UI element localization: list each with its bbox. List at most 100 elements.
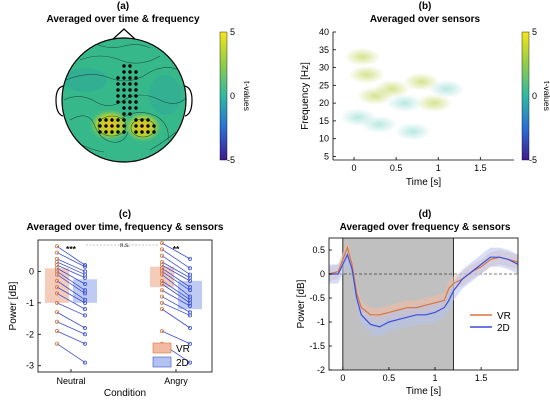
sensor-significant — [134, 70, 138, 74]
heatmap-cell — [428, 79, 465, 98]
sensor-significant — [122, 94, 126, 98]
point-vr — [159, 329, 164, 334]
point-2d — [187, 266, 192, 271]
pair-line — [161, 289, 191, 307]
pair-line — [56, 261, 86, 275]
colorbar-a-tick-mid: 0 — [230, 91, 235, 101]
point-2d — [187, 288, 192, 293]
point-2d — [83, 332, 88, 337]
point-vr — [55, 250, 60, 255]
point-vr — [55, 300, 60, 305]
sensor-significant — [110, 118, 114, 122]
sensor-significant — [134, 82, 138, 86]
heatmap-cell — [361, 115, 398, 134]
point-vr — [159, 294, 164, 299]
sensor-significant — [110, 130, 114, 134]
heatmap-x-tick-label: 0.5 — [390, 163, 403, 173]
pair-line — [56, 280, 86, 301]
sensor-significant — [128, 88, 132, 92]
pair-line — [56, 343, 86, 363]
timecourse-y-tick-label: -1.5 — [309, 341, 325, 351]
point-2d — [187, 256, 192, 261]
point-2d — [83, 281, 88, 286]
colorbar-a-tick-min: -5 — [227, 155, 235, 165]
point-vr — [159, 247, 164, 252]
pair-line — [161, 302, 191, 316]
sensor-significant — [128, 100, 132, 104]
heatmap-cell — [416, 94, 453, 113]
point-2d — [83, 300, 88, 305]
heatmap-y-tick-label: 30 — [319, 63, 329, 73]
sensor-significant — [134, 124, 138, 128]
point-2d — [187, 313, 192, 318]
paired-x-label: Condition — [104, 388, 146, 399]
heatmap-axes: 0 0.5 1 1.5 5 10 15 20 25 30 35 40 — [319, 27, 514, 173]
pair-line — [161, 330, 191, 345]
point-2d — [83, 341, 88, 346]
paired-x-tick-label: Neutral — [56, 376, 85, 386]
pair-line — [161, 274, 191, 297]
sensor-significant — [116, 94, 120, 98]
topography-contours — [63, 43, 186, 153]
sensor-significant — [152, 130, 156, 134]
point-vr — [55, 319, 60, 324]
timecourse-x-tick-label: 1 — [433, 373, 438, 383]
pair-line — [56, 321, 86, 335]
pair-line — [161, 308, 191, 329]
heatmap-y-tick-label: 20 — [319, 98, 329, 108]
timecourse-x-label: Time [s] — [406, 386, 441, 397]
point-vr — [55, 244, 60, 249]
sensor-significant — [134, 94, 138, 98]
legend-2d-swatch — [152, 356, 172, 368]
timecourse-y-tick-label: 0.5 — [312, 245, 325, 255]
point-2d — [187, 278, 192, 283]
colorbar-b-tick-min: -5 — [529, 155, 537, 165]
pair-line — [56, 293, 86, 310]
point-vr — [159, 288, 164, 293]
sig-neutral: *** — [66, 244, 77, 254]
legend-vr-swatch — [152, 342, 172, 354]
colorbar-a — [219, 31, 228, 161]
box-2d — [73, 279, 97, 303]
sensor-significant — [116, 82, 120, 86]
timecourse-x-tick-label: 1.5 — [475, 373, 488, 383]
sensor-significant — [116, 76, 120, 80]
point-vr — [55, 310, 60, 315]
topography-head — [55, 28, 193, 163]
panel-c: (c) Averaged over time, frequency & sens… — [8, 209, 224, 399]
pair-line — [161, 255, 191, 275]
paired-y-tick-label: 0 — [29, 266, 34, 276]
heatmap-x-tick-label: 0 — [352, 163, 357, 173]
pair-line — [161, 271, 191, 291]
line-2d — [329, 253, 519, 328]
panel-b-title: Averaged over sensors — [370, 14, 481, 25]
sensor-significant — [98, 118, 102, 122]
heatmap-x-tick-label: 1 — [436, 163, 441, 173]
pair-line — [56, 271, 86, 291]
point-2d — [187, 325, 192, 330]
pair-line — [161, 264, 191, 282]
heatmap-y-tick-label: 40 — [319, 27, 329, 37]
sensor-significant — [122, 118, 126, 122]
sensor-significant — [122, 64, 126, 68]
sensor-significant — [134, 76, 138, 80]
pair-line — [161, 296, 191, 313]
sensor-significant — [134, 100, 138, 104]
point-vr — [55, 278, 60, 283]
timecourse-y-tick-label: -0.5 — [309, 293, 325, 303]
sensor-significant — [104, 124, 108, 128]
sensor-significant — [116, 100, 120, 104]
pair-line — [56, 245, 86, 266]
point-2d — [83, 263, 88, 268]
sensor-significant — [128, 106, 132, 110]
sensor-significant — [140, 118, 144, 122]
timecourse-y-label: Power [dB] — [296, 279, 307, 328]
point-vr — [159, 241, 164, 246]
paired-y-tick-label: -1 — [26, 298, 34, 308]
paired-y-tick-label: -3 — [26, 361, 34, 371]
sensor-significant — [134, 118, 138, 122]
panel-a: (a) Averaged over time & frequency — [46, 1, 252, 165]
panel-a-label: (a) — [117, 1, 129, 12]
pair-line — [56, 258, 86, 272]
